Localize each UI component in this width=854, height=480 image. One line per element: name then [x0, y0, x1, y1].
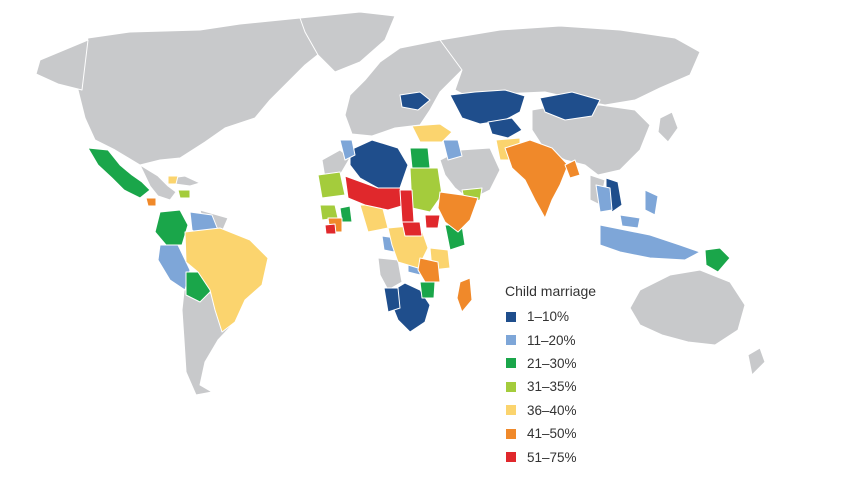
mexico [87, 147, 151, 199]
legend-item: 36–40% [505, 399, 645, 422]
new-zealand [747, 347, 766, 376]
colombia [154, 209, 189, 246]
legend-label: 11–20% [527, 332, 576, 348]
ethiopia-somalia [437, 191, 479, 233]
brazil [184, 227, 269, 333]
papua-new-guinea [704, 247, 731, 273]
guinea-region [324, 223, 337, 235]
zambia-region [417, 257, 441, 283]
india [504, 139, 569, 219]
turkey-region [411, 123, 453, 143]
philippines [644, 189, 659, 216]
north-america [77, 17, 336, 166]
legend-label: 51–75% [527, 449, 577, 465]
sudan [409, 167, 443, 213]
legend-swatch [506, 452, 516, 463]
band-41-50 [145, 139, 581, 313]
egypt [409, 147, 431, 169]
legend-item: 31–35% [505, 375, 645, 398]
australia [629, 269, 746, 346]
band-21-30 [87, 147, 731, 303]
legend-item: 41–50% [505, 422, 645, 445]
nicaragua-region [145, 197, 157, 207]
mali-niger [344, 175, 406, 211]
central-african-republic [401, 221, 423, 237]
legend: Child marriage 1–10% 11–20% 21–30% 31–35% 36… [505, 283, 645, 469]
legend-swatch [506, 358, 516, 369]
legend-item: 21–30% [505, 352, 645, 375]
ghana-region [339, 205, 353, 223]
legend-item: 51–75% [505, 445, 645, 468]
legend-title: Child marriage [505, 283, 597, 299]
legend-item: 1–10% [505, 305, 645, 328]
caribbean-island [177, 189, 191, 199]
japan [657, 111, 679, 143]
central-america-grey [139, 164, 177, 201]
namibia-region [377, 257, 403, 291]
band-51-75 [324, 175, 441, 237]
malaysia [619, 214, 641, 229]
alaska [35, 39, 89, 91]
legend-items: 1–10% 11–20% 21–30% 31–35% 36–40% 41–50% 51–75… [505, 305, 645, 469]
legend-swatch [506, 405, 516, 416]
legend-label: 31–35% [527, 379, 577, 395]
nepal-bangladesh [564, 159, 581, 179]
jordan-region [442, 139, 463, 161]
mozambique-region [419, 281, 436, 299]
madagascar [456, 277, 473, 313]
legend-swatch [506, 335, 516, 346]
legend-swatch [506, 428, 516, 439]
legend-swatch [506, 311, 516, 322]
legend-label: 41–50% [527, 426, 577, 442]
legend-label: 1–10% [527, 309, 570, 325]
band-31-35 [177, 167, 483, 221]
tunisia-region [339, 139, 356, 161]
greenland [299, 11, 396, 73]
central-asia [487, 117, 523, 139]
legend-label: 21–30% [527, 355, 577, 371]
dominican-region [167, 175, 179, 185]
legend-item: 11–20% [505, 328, 645, 351]
ukraine [399, 91, 431, 111]
legend-label: 36–40% [527, 402, 577, 418]
namibia [383, 287, 401, 313]
kazakhstan-region [449, 89, 526, 125]
band-1-10 [349, 89, 623, 333]
mauritania [317, 171, 346, 199]
south-sudan-region [424, 214, 441, 229]
indonesia [599, 224, 701, 261]
chad [399, 189, 415, 223]
legend-swatch [506, 381, 516, 392]
mongolia [539, 91, 601, 121]
cambodia-laos [595, 184, 613, 213]
middle-east [439, 147, 501, 201]
